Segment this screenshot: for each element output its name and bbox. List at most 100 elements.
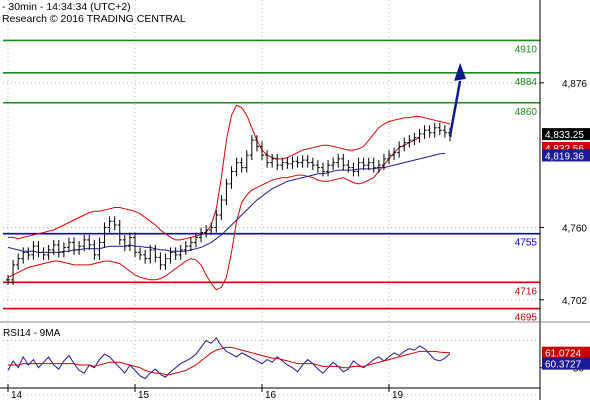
time-axis-tick-label: 19 xyxy=(392,390,404,400)
price-bar xyxy=(26,247,31,260)
price-bar xyxy=(21,247,26,264)
forecast-arrow-head xyxy=(454,62,467,81)
price-bar xyxy=(127,232,132,252)
bollinger-upper-line xyxy=(8,104,451,241)
price-bar xyxy=(356,157,361,177)
price-bar xyxy=(254,135,259,152)
price-bar xyxy=(41,247,46,260)
price-bar xyxy=(310,157,315,171)
time-axis-tick-label: 15 xyxy=(138,390,150,400)
price-bar xyxy=(341,153,346,171)
price-bar xyxy=(209,222,214,235)
price-bar xyxy=(442,125,447,138)
price-bar xyxy=(417,128,422,143)
price-bar xyxy=(36,241,41,258)
price-bar xyxy=(193,232,198,248)
last-price-marker: 4,833.25 xyxy=(542,128,590,141)
price-bar xyxy=(432,122,437,138)
price-bar xyxy=(102,222,107,248)
price-bar xyxy=(295,156,300,168)
price-bar xyxy=(51,239,56,255)
price-bar xyxy=(92,239,97,260)
price-bar xyxy=(82,234,87,252)
price-bar xyxy=(305,155,310,168)
level-label: 4695 xyxy=(515,313,538,324)
price-bar xyxy=(280,157,285,171)
price-bar xyxy=(87,234,92,250)
price-bar xyxy=(239,157,244,173)
price-bar xyxy=(437,122,442,136)
level-label: 4884 xyxy=(515,77,538,88)
price-bar xyxy=(199,227,204,243)
chart-header-line1: - 30min - 14:34:34 (UTC+2) xyxy=(2,1,131,13)
price-bar xyxy=(138,247,143,260)
time-axis-tick-label: 14 xyxy=(11,390,23,400)
price-bar xyxy=(16,253,21,270)
price-bar xyxy=(346,160,351,173)
price-bar xyxy=(275,153,280,171)
price-bar xyxy=(219,195,224,220)
price-bar xyxy=(178,244,183,260)
rsi-panel-title: RSI14 - 9MA xyxy=(3,328,61,339)
time-axis-tick-label: 16 xyxy=(265,390,277,400)
price-bar xyxy=(188,237,193,252)
price-bar xyxy=(112,216,117,230)
price-bar xyxy=(229,166,234,189)
price-bar xyxy=(392,147,397,161)
price-bar xyxy=(265,150,270,168)
forecast-arrow-line xyxy=(448,80,462,137)
price-bar xyxy=(173,247,178,260)
price-bar xyxy=(315,160,320,173)
price-bar xyxy=(148,244,153,264)
price-bar xyxy=(143,249,148,264)
price-axis-tick-label: 4,760 xyxy=(562,223,587,234)
price-bar xyxy=(412,132,417,146)
price-bar xyxy=(300,155,305,168)
rsi-ma-marker-bg xyxy=(542,346,590,359)
price-bar xyxy=(97,237,102,260)
price-bar xyxy=(66,237,71,253)
rsi-value-marker-label: 60.3727 xyxy=(545,360,582,371)
price-axis-tick-label: 4,702 xyxy=(562,296,587,307)
price-bar xyxy=(183,241,188,255)
price-bar xyxy=(331,157,336,171)
price-axis-tick-label: 4,876 xyxy=(562,79,587,90)
level-label: 4755 xyxy=(515,238,538,249)
chart-header-line2: Research © 2016 TRADING CENTRAL xyxy=(2,13,186,25)
moving-average-marker-bg xyxy=(542,149,590,162)
price-bar xyxy=(133,232,137,258)
level-label: 4910 xyxy=(515,44,538,55)
price-bar xyxy=(153,244,158,263)
price-bar xyxy=(204,224,209,238)
price-bar xyxy=(56,239,61,258)
level-label: 4716 xyxy=(515,286,538,297)
price-bar xyxy=(422,125,427,139)
price-bar xyxy=(107,216,112,233)
price-bar xyxy=(320,162,325,177)
rsi-series-line xyxy=(8,346,451,375)
price-bar xyxy=(351,162,356,177)
moving-average-marker: 4,819.36 xyxy=(542,149,590,162)
price-bar xyxy=(6,274,10,285)
rsi-ma-marker: 61.0724 xyxy=(542,346,590,360)
price-bar xyxy=(381,153,386,171)
price-bar xyxy=(270,153,275,168)
price-bar xyxy=(397,141,402,158)
price-bar xyxy=(168,247,173,264)
price-bar xyxy=(402,137,407,152)
price-bar xyxy=(366,157,371,171)
price-bar xyxy=(244,150,249,173)
price-bar xyxy=(249,135,254,161)
price-bar xyxy=(371,157,376,173)
price-bar xyxy=(290,156,295,169)
price-bar xyxy=(31,241,36,260)
last-price-marker-label: 4,833.25 xyxy=(545,130,584,141)
price-bar xyxy=(260,141,264,161)
rsi-value-marker-bg xyxy=(542,357,590,370)
price-bar xyxy=(117,219,122,245)
level-label: 4860 xyxy=(515,107,538,118)
price-bar xyxy=(336,153,341,168)
price-bar xyxy=(61,242,66,258)
rsi-series-line xyxy=(7,337,451,380)
